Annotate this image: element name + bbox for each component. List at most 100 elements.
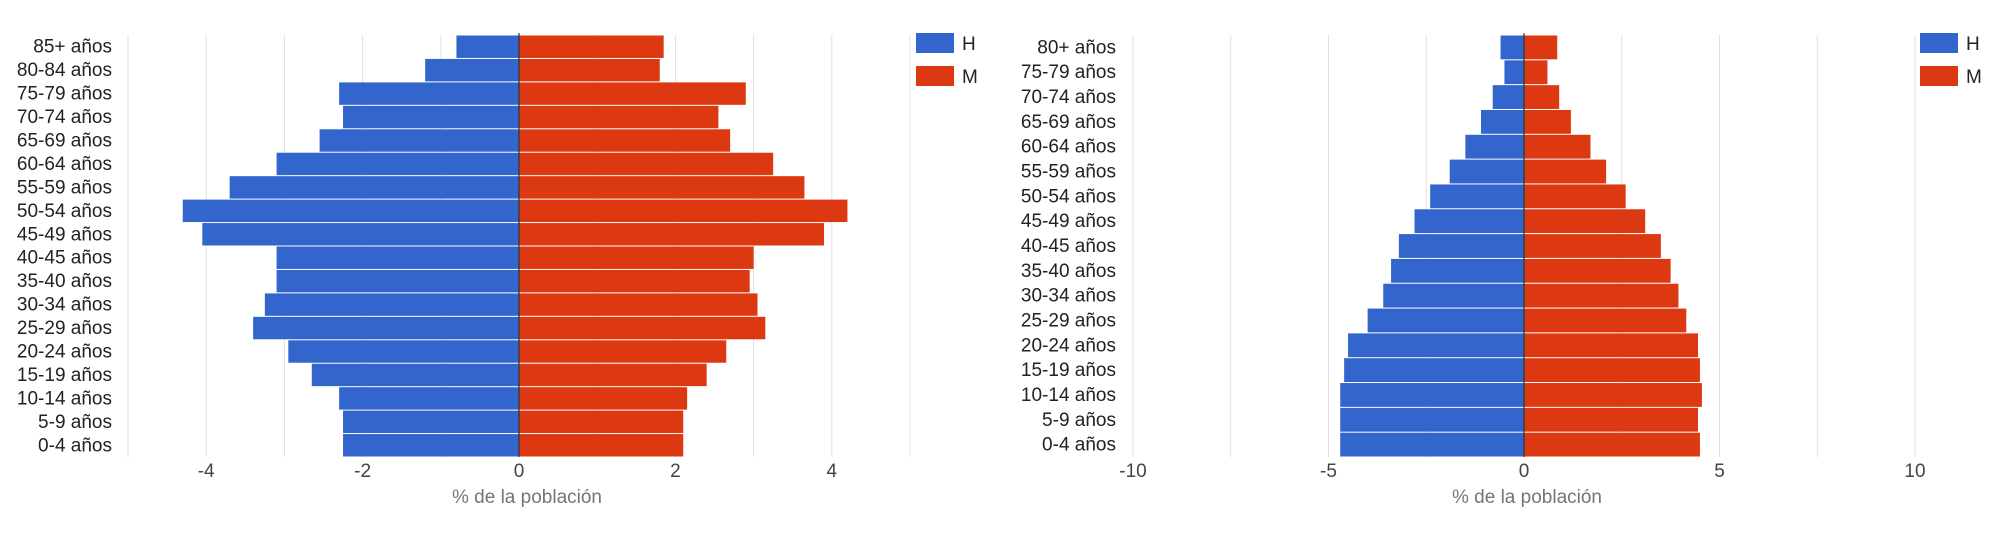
bar-m <box>1524 283 1679 308</box>
category-label: 40-45 años <box>1021 236 1116 257</box>
category-label: 50-54 años <box>1021 186 1116 207</box>
bar-h <box>311 363 519 387</box>
legend-swatch-h[interactable] <box>1920 33 1958 53</box>
bar-m <box>1524 159 1607 184</box>
x-tick-label: -4 <box>198 461 215 482</box>
bar-h <box>202 223 520 246</box>
x-axis-title: % de la población <box>1452 487 1602 508</box>
bar-m <box>519 105 719 129</box>
bar-h <box>276 269 519 293</box>
bar-h <box>1340 432 1524 457</box>
bar-m <box>519 316 766 340</box>
legend-swatch-h[interactable] <box>916 33 954 53</box>
bar-m <box>1524 85 1560 109</box>
category-label: 10-14 años <box>1021 385 1116 406</box>
bar-m <box>519 152 774 176</box>
bar-m <box>519 410 684 434</box>
bar-m <box>519 82 746 105</box>
category-label: 35-40 años <box>17 271 112 292</box>
bar-h <box>319 129 519 152</box>
bar-h <box>1414 209 1524 234</box>
legend-label-h[interactable]: H <box>962 34 976 55</box>
x-tick-label: 0 <box>514 461 525 482</box>
category-label: 45-49 años <box>1021 211 1116 232</box>
category-label: 0-4 años <box>38 435 112 456</box>
bar-h <box>1344 358 1524 383</box>
bar-h <box>1504 60 1524 85</box>
bar-m <box>1524 60 1548 85</box>
bar-m <box>1524 308 1687 333</box>
bar-h <box>425 58 519 82</box>
bar-h <box>264 293 519 316</box>
bar-m <box>519 434 684 457</box>
x-tick-label: -10 <box>1119 461 1146 482</box>
category-label: 10-14 años <box>17 388 112 409</box>
category-label: 60-64 años <box>1021 137 1116 158</box>
x-tick-label: 4 <box>827 461 838 482</box>
bar-m <box>1524 109 1571 134</box>
bar-h <box>456 35 519 58</box>
category-label: 75-79 años <box>17 84 112 105</box>
bar-m <box>1524 333 1698 358</box>
x-tick-label: 10 <box>1904 461 1925 482</box>
category-label: 15-19 años <box>1021 360 1116 381</box>
bar-m <box>1524 184 1626 209</box>
category-label: 50-54 años <box>17 201 112 222</box>
bar-h <box>343 434 519 457</box>
bar-h <box>182 199 520 223</box>
category-label: 0-4 años <box>1042 435 1116 456</box>
bar-m <box>519 363 707 387</box>
category-label: 20-24 años <box>17 342 112 363</box>
bar-h <box>1398 234 1524 258</box>
legend-label-h[interactable]: H <box>1966 34 1980 55</box>
category-label: 70-74 años <box>1021 87 1116 108</box>
bar-h <box>1430 184 1524 209</box>
bar-h <box>253 316 519 340</box>
bar-h <box>1449 159 1524 184</box>
bar-m <box>519 293 758 316</box>
category-label: 75-79 años <box>1021 62 1116 83</box>
bar-m <box>1524 35 1558 60</box>
category-label: 80+ años <box>1037 37 1116 58</box>
category-label: 5-9 años <box>38 412 112 433</box>
x-tick-label: -5 <box>1320 461 1337 482</box>
bar-h <box>343 105 519 129</box>
bar-h <box>1340 383 1524 407</box>
category-label: 65-69 años <box>17 131 112 152</box>
x-tick-label: 5 <box>1714 461 1725 482</box>
category-label: 25-29 años <box>1021 310 1116 331</box>
bar-h <box>276 152 519 176</box>
bar-m <box>519 129 731 152</box>
bar-h <box>1465 134 1524 159</box>
category-label: 60-64 años <box>17 154 112 175</box>
bar-m <box>1524 383 1702 407</box>
legend-label-m[interactable]: M <box>962 67 978 88</box>
bar-m <box>519 223 824 246</box>
bar-m <box>519 176 805 199</box>
x-axis-title: % de la población <box>452 487 602 508</box>
category-label: 35-40 años <box>1021 261 1116 282</box>
category-label: 15-19 años <box>17 365 112 386</box>
bar-m <box>1524 134 1591 159</box>
bar-h <box>1480 109 1524 134</box>
bar-m <box>1524 407 1698 432</box>
bar-h <box>339 82 519 105</box>
category-label: 65-69 años <box>1021 112 1116 133</box>
bar-m <box>1524 432 1700 457</box>
bar-h <box>1367 308 1524 333</box>
bar-m <box>519 35 664 58</box>
bar-m <box>519 199 848 223</box>
x-tick-label: 2 <box>670 461 681 482</box>
legend-label-m[interactable]: M <box>1966 67 1982 88</box>
legend-swatch-m[interactable] <box>1920 66 1958 86</box>
bar-m <box>519 387 688 410</box>
bar-h <box>1383 283 1524 308</box>
x-tick-label: -2 <box>354 461 371 482</box>
bar-h <box>1500 35 1524 60</box>
bar-m <box>519 246 754 269</box>
bar-m <box>1524 234 1661 258</box>
legend-swatch-m[interactable] <box>916 66 954 86</box>
category-label: 40-45 años <box>17 248 112 269</box>
